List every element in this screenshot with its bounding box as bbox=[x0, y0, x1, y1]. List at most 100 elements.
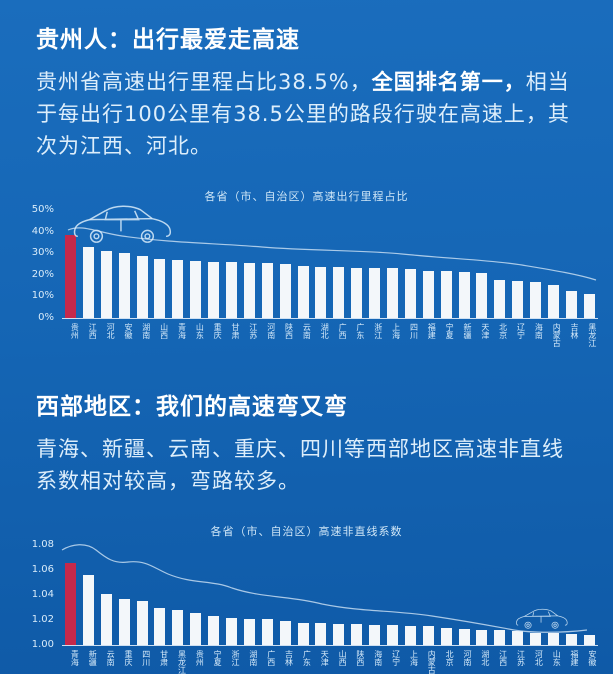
y-axis-tick: 1.04 bbox=[31, 589, 54, 600]
bar-label: 广西 bbox=[266, 650, 276, 666]
bar-item bbox=[116, 210, 133, 318]
bar-label: 福建 bbox=[570, 650, 580, 666]
bar-label: 吉林 bbox=[570, 323, 580, 339]
bar-label: 甘肃 bbox=[159, 650, 169, 666]
bar bbox=[190, 260, 202, 318]
bar-label: 广西 bbox=[338, 323, 348, 339]
bar bbox=[422, 626, 434, 645]
bar-item bbox=[98, 210, 115, 318]
chart-highway-nonlinearity: 各省（市、自治区）高速非直线系数 1.00 1.02 1.04 1.06 1.08 青海… bbox=[0, 523, 613, 674]
bar-label: 北京 bbox=[498, 323, 508, 339]
bar bbox=[243, 262, 255, 318]
bar bbox=[530, 632, 542, 645]
bar-item bbox=[545, 210, 562, 318]
bar-item bbox=[259, 545, 276, 645]
bar-label: 山东 bbox=[552, 650, 562, 666]
y-axis-tick: 50% bbox=[31, 204, 54, 215]
bar bbox=[100, 593, 112, 645]
bar-label: 海南 bbox=[373, 650, 383, 666]
bars-container bbox=[62, 210, 598, 318]
bar-item bbox=[277, 210, 294, 318]
bar bbox=[190, 612, 202, 645]
bar-item bbox=[438, 210, 455, 318]
bar bbox=[351, 623, 363, 645]
plot-area: 1.00 1.02 1.04 1.06 1.08 bbox=[32, 539, 598, 650]
bar-item bbox=[312, 545, 329, 645]
bar bbox=[261, 262, 273, 318]
bar bbox=[422, 270, 434, 318]
x-axis-labels: 贵州 江西 河北 安徽 湖南 山西 青海 山东 重庆 甘肃 江苏 河南 陕西 云南 湖北 广西 广东 浙江 上海 四川… bbox=[62, 323, 598, 359]
bar-item bbox=[420, 545, 437, 645]
bar-item bbox=[151, 545, 168, 645]
bar-label: 宁夏 bbox=[445, 323, 455, 339]
bar-label: 陕西 bbox=[284, 323, 294, 339]
bar-item bbox=[527, 210, 544, 318]
bar-label: 北京 bbox=[445, 650, 455, 666]
bar bbox=[548, 284, 560, 318]
bar-label: 宁夏 bbox=[213, 650, 223, 666]
bar-label: 浙江 bbox=[231, 650, 241, 666]
bar bbox=[440, 270, 452, 318]
bar bbox=[82, 246, 94, 318]
bar-label: 福建 bbox=[427, 323, 437, 339]
bar bbox=[82, 575, 94, 645]
bar-label: 河北 bbox=[534, 650, 544, 666]
bar-item bbox=[295, 545, 312, 645]
bar bbox=[154, 607, 166, 645]
bar-label: 安徽 bbox=[123, 323, 133, 339]
bar-item bbox=[116, 545, 133, 645]
bar bbox=[476, 630, 488, 645]
bar-item bbox=[563, 545, 580, 645]
bar-item bbox=[527, 545, 544, 645]
bar-item bbox=[223, 210, 240, 318]
y-axis-tick: 0% bbox=[38, 312, 54, 323]
bar bbox=[494, 280, 506, 318]
bar-item bbox=[456, 545, 473, 645]
bar bbox=[315, 622, 327, 645]
bar-item bbox=[384, 545, 401, 645]
bar bbox=[333, 267, 345, 318]
bar-label: 山西 bbox=[338, 650, 348, 666]
bar-label: 辽宁 bbox=[391, 650, 401, 666]
bar bbox=[172, 610, 184, 645]
bar-item bbox=[402, 210, 419, 318]
bar-item bbox=[330, 210, 347, 318]
bar bbox=[136, 601, 148, 645]
y-axis-tick: 40% bbox=[31, 225, 54, 237]
bar-label: 河北 bbox=[106, 323, 116, 339]
bar-item bbox=[62, 545, 79, 645]
y-axis-tick: 20% bbox=[31, 268, 54, 280]
bar-item bbox=[330, 545, 347, 645]
bar bbox=[404, 269, 416, 318]
bar-label: 贵州 bbox=[195, 650, 205, 666]
bar-label: 江西 bbox=[498, 650, 508, 666]
bar bbox=[404, 626, 416, 645]
bar-item bbox=[473, 545, 490, 645]
bar-item bbox=[473, 210, 490, 318]
bar-item bbox=[205, 545, 222, 645]
bar bbox=[494, 630, 506, 645]
bar bbox=[530, 282, 542, 318]
bar bbox=[226, 261, 238, 318]
bar-label: 甘肃 bbox=[231, 323, 241, 339]
bar-label: 山东 bbox=[195, 323, 205, 339]
highlight-bar bbox=[65, 234, 76, 318]
bar-item bbox=[348, 545, 365, 645]
bar bbox=[172, 259, 184, 318]
bar bbox=[333, 623, 345, 645]
bar-item bbox=[80, 545, 97, 645]
bar-item bbox=[509, 545, 526, 645]
bar-item bbox=[384, 210, 401, 318]
bar bbox=[297, 622, 309, 645]
bar bbox=[351, 268, 363, 318]
bar-label: 云南 bbox=[106, 650, 116, 666]
bar-item bbox=[151, 210, 168, 318]
plot-area: 0% 10% 20% 30% 40% 50% bbox=[32, 204, 598, 323]
bar-label: 四川 bbox=[409, 323, 419, 339]
x-axis-labels: 青海 新疆 云南 重庆 四川 甘肃 黑龙江 贵州 宁夏 浙江 湖南 广西 吉林 广东 天津 山西 陕西 海南 辽宁上… bbox=[62, 650, 598, 674]
bar bbox=[387, 268, 399, 318]
bar bbox=[118, 253, 130, 318]
bar-item bbox=[456, 210, 473, 318]
bar-item bbox=[205, 210, 222, 318]
